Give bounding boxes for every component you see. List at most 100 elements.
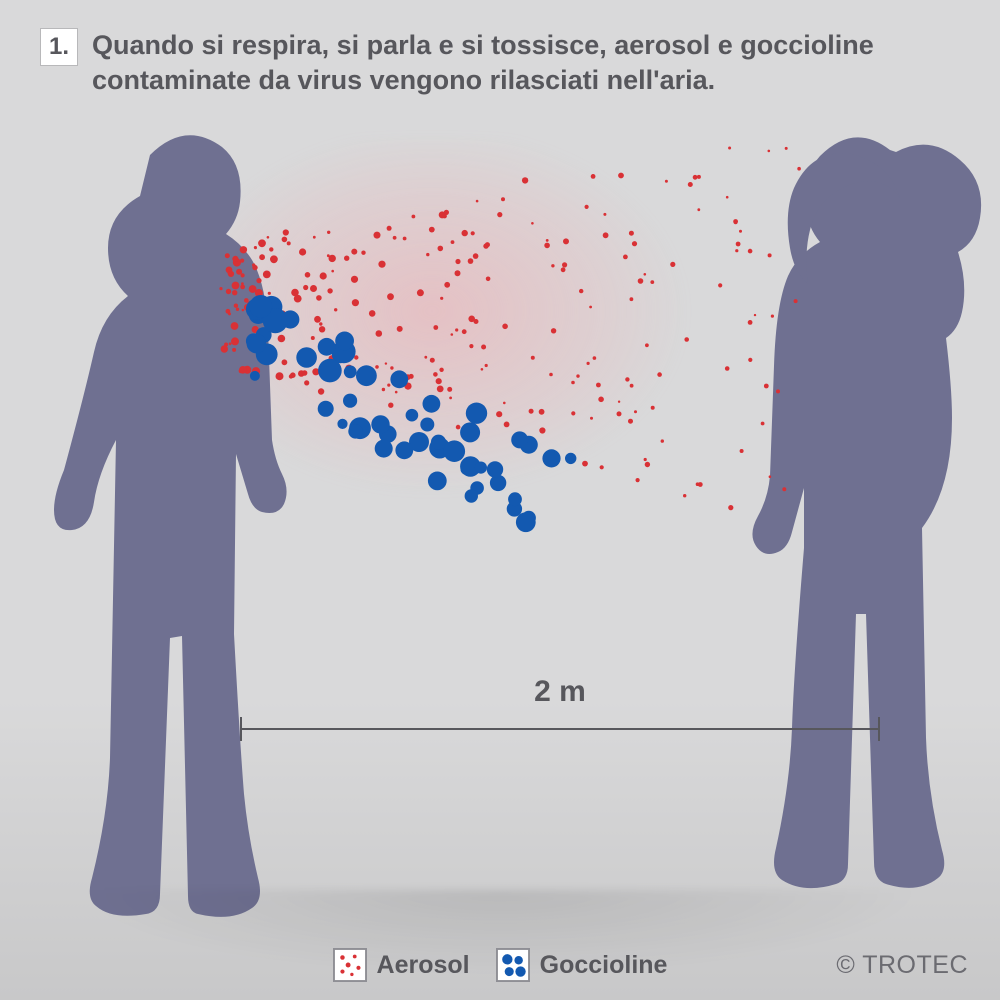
aerosol-particle	[764, 384, 769, 389]
aerosol-particle	[225, 253, 230, 258]
aerosol-particle	[313, 236, 316, 239]
distance-label: 2 m	[240, 675, 880, 709]
droplet-particle	[249, 295, 272, 318]
droplet-particle	[344, 365, 357, 378]
aerosol-particle	[629, 231, 634, 236]
legend-droplets: Goccioline	[496, 948, 668, 982]
aerosol-particle	[327, 231, 330, 234]
aerosol-particle	[638, 278, 644, 284]
droplet-particle	[542, 449, 560, 467]
aerosol-particle	[794, 299, 798, 303]
aerosol-particle	[739, 230, 742, 233]
aerosol-particle	[462, 329, 467, 334]
aerosol-particle	[361, 251, 365, 255]
header: 1. Quando si respira, si parla e si toss…	[40, 28, 960, 97]
aerosol-particle	[236, 308, 239, 311]
aerosol-particle	[252, 263, 255, 266]
aerosol-particle	[390, 366, 393, 369]
aerosol-particle	[455, 259, 460, 264]
aerosol-particle	[417, 289, 424, 296]
aerosol-particle	[219, 287, 222, 290]
aerosol-particle	[748, 320, 753, 325]
aerosol-particle	[683, 494, 686, 497]
aerosol-particle	[486, 277, 491, 282]
aerosol-particle	[289, 374, 293, 378]
aerosol-particle	[657, 372, 662, 377]
aerosol-particle	[231, 322, 239, 330]
aerosol-particle	[485, 364, 488, 367]
aerosol-particle	[725, 366, 730, 371]
illustration-svg	[0, 120, 1000, 1000]
aerosol-particle	[596, 383, 601, 388]
droplet-particle	[318, 338, 336, 356]
aerosol-particle	[334, 308, 337, 311]
aerosol-particle	[224, 343, 228, 347]
aerosol-particle	[697, 175, 701, 179]
aerosol-particle	[382, 388, 385, 391]
droplet-particle	[423, 395, 441, 413]
aerosol-particle	[304, 380, 309, 385]
aerosol-particle	[618, 401, 620, 403]
person-left	[54, 135, 287, 917]
aerosol-particle	[590, 417, 593, 420]
aerosol-particle	[388, 403, 393, 408]
aerosol-particle	[598, 397, 604, 403]
aerosol-particle	[232, 290, 237, 295]
aerosol-particle	[221, 345, 228, 352]
droplet-particle	[406, 409, 419, 422]
droplet-particle	[460, 422, 480, 442]
aerosol-particle	[352, 299, 359, 306]
aerosol-particle	[267, 236, 270, 239]
aerosol-particle	[693, 175, 698, 180]
droplet-particle	[431, 435, 446, 450]
aerosol-particle	[628, 419, 633, 424]
droplet-swatch-icon	[496, 948, 530, 982]
aerosol-particle	[496, 411, 502, 417]
aerosol-particle	[531, 356, 535, 360]
aerosol-particle	[539, 427, 545, 433]
distance-line	[240, 717, 880, 741]
aerosol-particle	[585, 205, 589, 209]
aerosol-particle	[571, 381, 575, 385]
aerosol-particle	[424, 356, 427, 359]
aerosol-particle	[254, 246, 257, 249]
step-badge: 1.	[40, 28, 78, 66]
aerosol-particle	[591, 174, 596, 179]
aerosol-particle	[469, 344, 473, 348]
aerosol-particle	[630, 384, 634, 388]
aerosol-particle	[397, 326, 403, 332]
legend-aerosol: Aerosol	[333, 948, 470, 982]
droplet-particle	[428, 472, 447, 491]
aerosol-particle	[551, 264, 554, 267]
droplet-particle	[465, 489, 478, 502]
droplet-particle	[466, 403, 487, 424]
aerosol-particle	[444, 210, 449, 215]
aerosol-particle	[231, 337, 239, 345]
aerosol-particle	[449, 397, 452, 400]
aerosol-particle	[561, 267, 566, 272]
aerosol-particle	[440, 297, 443, 300]
aerosol-particle	[761, 422, 765, 426]
aerosol-particle	[563, 238, 569, 244]
aerosol-particle	[426, 253, 429, 256]
illustration-stage: 2 m	[0, 120, 1000, 940]
aerosol-particle	[502, 324, 508, 330]
aerosol-particle	[387, 226, 392, 231]
aerosol-particle	[438, 246, 444, 252]
legend-droplets-label: Goccioline	[540, 951, 668, 980]
aerosol-particle	[617, 411, 622, 416]
aerosol-particle	[395, 391, 398, 394]
aerosol-particle	[688, 182, 693, 187]
aerosol-particle	[600, 465, 604, 469]
aerosol-particle	[632, 241, 637, 246]
aerosol-particle	[226, 289, 231, 294]
aerosol-particle	[303, 285, 308, 290]
aerosol-particle	[748, 249, 753, 254]
droplet-particle	[250, 371, 260, 381]
droplet-particle	[420, 418, 434, 432]
aerosol-particle	[776, 389, 780, 393]
aerosol-particle	[430, 358, 435, 363]
aerosol-particle	[429, 227, 435, 233]
aerosol-particle	[376, 330, 383, 337]
aerosol-particle	[256, 278, 261, 283]
